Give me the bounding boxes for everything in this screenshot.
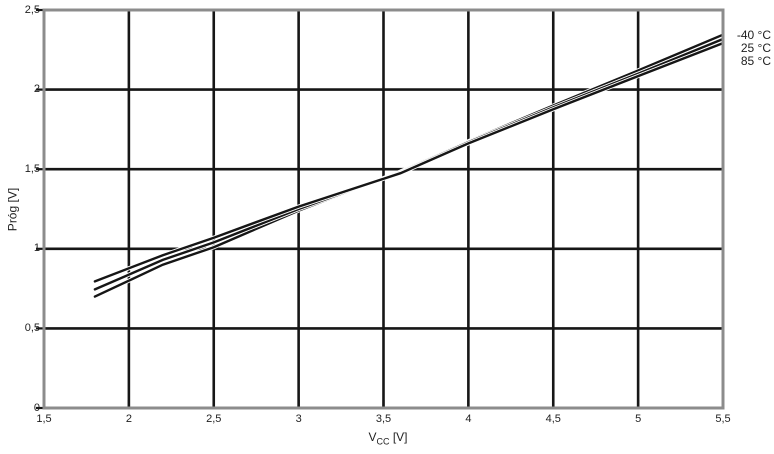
x-tick-label: 3 (295, 413, 302, 425)
x-tick-label: 4 (465, 413, 472, 425)
y-axis-title-text: Próg [V] (5, 187, 20, 232)
legend: -40 °C 25 °C 85 °C (737, 29, 771, 68)
x-tick-label: 2,5 (206, 413, 222, 425)
x-axis-title-unit: [V] (389, 430, 408, 444)
x-axis-title-sub: CC (376, 436, 390, 447)
series-line-85c (93, 41, 725, 283)
y-tick-label: 0 (33, 401, 40, 414)
x-axis-title-main: V (368, 430, 377, 444)
y-axis-title: Próg [V] (6, 170, 21, 250)
series-line-25c (93, 37, 725, 291)
x-tick-label: 5,5 (715, 413, 731, 425)
y-tick-label: 2,5 (24, 3, 40, 16)
y-tick-label: 0,5 (24, 321, 40, 334)
x-tick-label: 1,5 (36, 413, 52, 425)
legend-item: -40 °C (736, 28, 771, 42)
y-tick-label: 2 (33, 83, 40, 96)
y-tick-label: 1 (33, 242, 40, 255)
x-tick-label: 2 (125, 413, 132, 425)
x-axis-title: VCC [V] (288, 430, 488, 446)
x-tick-label: 4,5 (545, 413, 561, 425)
legend-item: 25 °C (740, 41, 771, 55)
y-tick-label: 1,5 (24, 162, 40, 175)
plot-frame (42, 8, 725, 410)
x-tick-label: 5 (635, 413, 642, 425)
x-tick-label: 3,5 (375, 413, 392, 425)
legend-item: 85 °C (740, 54, 771, 68)
